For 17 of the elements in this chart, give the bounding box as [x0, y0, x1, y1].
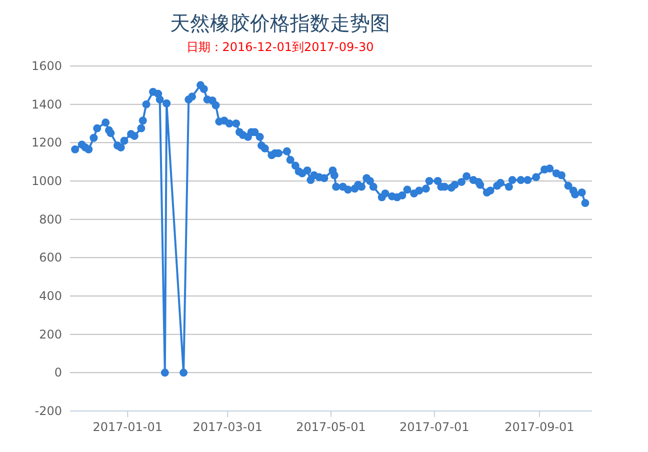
- y-tick-label: 1200: [31, 136, 62, 150]
- y-tick-label: 1400: [31, 97, 62, 112]
- y-tick-label: 0: [54, 366, 62, 380]
- y-tick-label: 800: [39, 212, 62, 226]
- y-tick-label: 400: [39, 289, 62, 303]
- x-tick-label: 2017-03-01: [192, 420, 262, 434]
- y-tick-label: 200: [39, 327, 62, 342]
- y-tick-label: 1600: [31, 59, 62, 73]
- x-tick-label: 2017-01-01: [92, 420, 162, 434]
- chart-subtitle: 日期：2016-12-01到2017-09-30: [186, 40, 374, 54]
- x-tick-label: 2017-05-01: [296, 420, 366, 434]
- y-tick-label: 600: [39, 250, 62, 265]
- chart-title: 天然橡胶价格指数走势图: [170, 11, 390, 35]
- x-tick-label: 2017-09-01: [504, 420, 574, 434]
- y-tick-label: -200: [34, 404, 62, 418]
- y-tick-label: 1000: [31, 174, 62, 188]
- x-tick-label: 2017-07-01: [400, 420, 470, 434]
